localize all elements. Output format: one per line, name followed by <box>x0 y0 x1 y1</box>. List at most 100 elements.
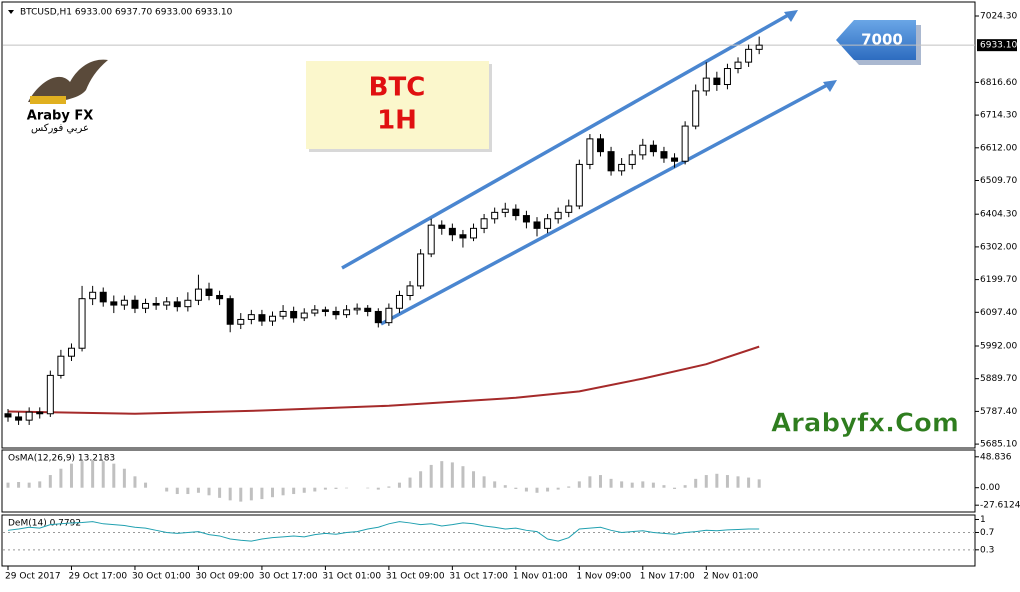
x-tick-label: 2 Nov 01:00 <box>703 572 758 582</box>
y-tick-label: -27.6124 <box>980 501 1020 511</box>
x-tick-label: 30 Oct 09:00 <box>195 572 254 582</box>
candle-body <box>586 138 594 165</box>
x-tick-label: 31 Oct 01:00 <box>322 572 381 582</box>
candle-body <box>258 314 266 322</box>
target-label: 7000 <box>861 31 903 49</box>
x-tick-label: 30 Oct 01:00 <box>132 572 191 582</box>
candle-body <box>459 234 467 239</box>
candle-body <box>575 163 583 207</box>
candle-body <box>639 144 647 156</box>
y-tick-label: 5787.40 <box>980 407 1017 417</box>
candle-body <box>385 307 393 324</box>
candle-body <box>596 138 604 153</box>
candle-body <box>343 309 351 316</box>
y-tick-label: 6714.30 <box>980 111 1017 121</box>
logo: Araby FX عربي فوركس <box>27 59 108 134</box>
candle-body <box>226 298 234 325</box>
candle-body <box>470 227 478 239</box>
candle-body <box>15 416 23 421</box>
y-tick-label: 6509.70 <box>980 176 1017 186</box>
candle-body <box>522 215 530 223</box>
menu-arrow <box>8 10 14 14</box>
y-tick-label: 6404.30 <box>980 210 1017 220</box>
y-tick-label: 5685.10 <box>980 440 1017 450</box>
candle-body <box>406 285 414 296</box>
candle-body <box>544 218 552 229</box>
candle-body <box>120 299 128 306</box>
candle-body <box>723 68 731 86</box>
candle-body <box>332 310 340 316</box>
candle-body <box>57 355 65 376</box>
candle-body <box>36 411 44 415</box>
label-symbol: BTC <box>369 73 426 103</box>
y-tick-label: 6612.00 <box>980 143 1017 153</box>
y-tick-label: 6097.40 <box>980 308 1017 318</box>
candle-body <box>46 374 54 415</box>
x-tick-label: 29 Oct 17:00 <box>68 572 127 582</box>
y-tick-label: 6302.00 <box>980 242 1017 252</box>
x-tick-label: 31 Oct 17:00 <box>449 572 508 582</box>
x-tick-label: 31 Oct 09:00 <box>386 572 445 582</box>
candle-body <box>321 309 329 312</box>
candle-body <box>131 299 139 309</box>
candle-body <box>745 48 753 63</box>
label-box: BTC 1H <box>306 61 492 152</box>
candle-body <box>67 347 75 357</box>
candle-body <box>417 253 425 287</box>
osma-title: OsMA(12,26,9) 13.2183 <box>8 454 115 464</box>
candle-body <box>554 211 562 220</box>
candle-body <box>734 61 742 70</box>
dem-line <box>7 521 760 542</box>
candle-body <box>565 205 573 213</box>
candle-body <box>184 299 192 308</box>
osma-panel <box>1 449 976 513</box>
candle-body <box>628 154 636 165</box>
x-tick-label: 1 Nov 09:00 <box>576 572 631 582</box>
candle-body <box>99 291 107 303</box>
moving-average <box>7 345 760 415</box>
candle-body <box>300 312 308 319</box>
candle-body <box>618 163 626 172</box>
y-tick-label: 7024.30 <box>980 12 1017 22</box>
channel-lower <box>380 82 830 326</box>
candle-body <box>110 301 118 306</box>
candle-body <box>290 310 298 319</box>
label-timeframe: 1H <box>377 106 417 136</box>
y-tick-label: 48.836 <box>980 452 1012 462</box>
candle-body <box>395 294 403 309</box>
candle-body <box>89 291 97 300</box>
candle-body <box>755 44 763 50</box>
candle-body <box>173 301 181 308</box>
candle-body <box>247 314 255 320</box>
target-shape <box>836 20 916 60</box>
candle-body <box>216 294 224 300</box>
candle-body <box>649 144 657 153</box>
arrow-head <box>823 80 837 92</box>
candle-body <box>438 224 446 229</box>
candle-body <box>279 310 287 317</box>
candle-body <box>533 221 541 229</box>
candle-body <box>681 125 689 162</box>
main-panel <box>1 1 976 449</box>
x-tick-label: 29 Oct 2017 <box>5 572 61 582</box>
candle-body <box>194 288 202 301</box>
x-tick-label: 1 Nov 01:00 <box>513 572 568 582</box>
x-tick-label: 30 Oct 17:00 <box>259 572 318 582</box>
candle-body <box>501 208 509 213</box>
y-tick-label: 0.00 <box>980 483 1000 493</box>
candle-body <box>237 318 245 325</box>
logo-bar <box>30 96 66 104</box>
y-tick-label: 0.3 <box>980 545 994 555</box>
dem-panel <box>1 514 976 567</box>
candle-body <box>142 302 150 309</box>
target-arrow: 7000 <box>836 20 921 65</box>
y-tick-label: 5992.00 <box>980 341 1017 351</box>
chart-title: BTCUSD,H1 6933.00 6937.70 6933.00 6933.1… <box>20 8 233 18</box>
candle-body <box>702 77 710 92</box>
candle-body <box>374 310 382 324</box>
candle-body <box>269 315 276 322</box>
candle-body <box>660 151 668 159</box>
y-tick-label: 6199.70 <box>980 275 1017 285</box>
